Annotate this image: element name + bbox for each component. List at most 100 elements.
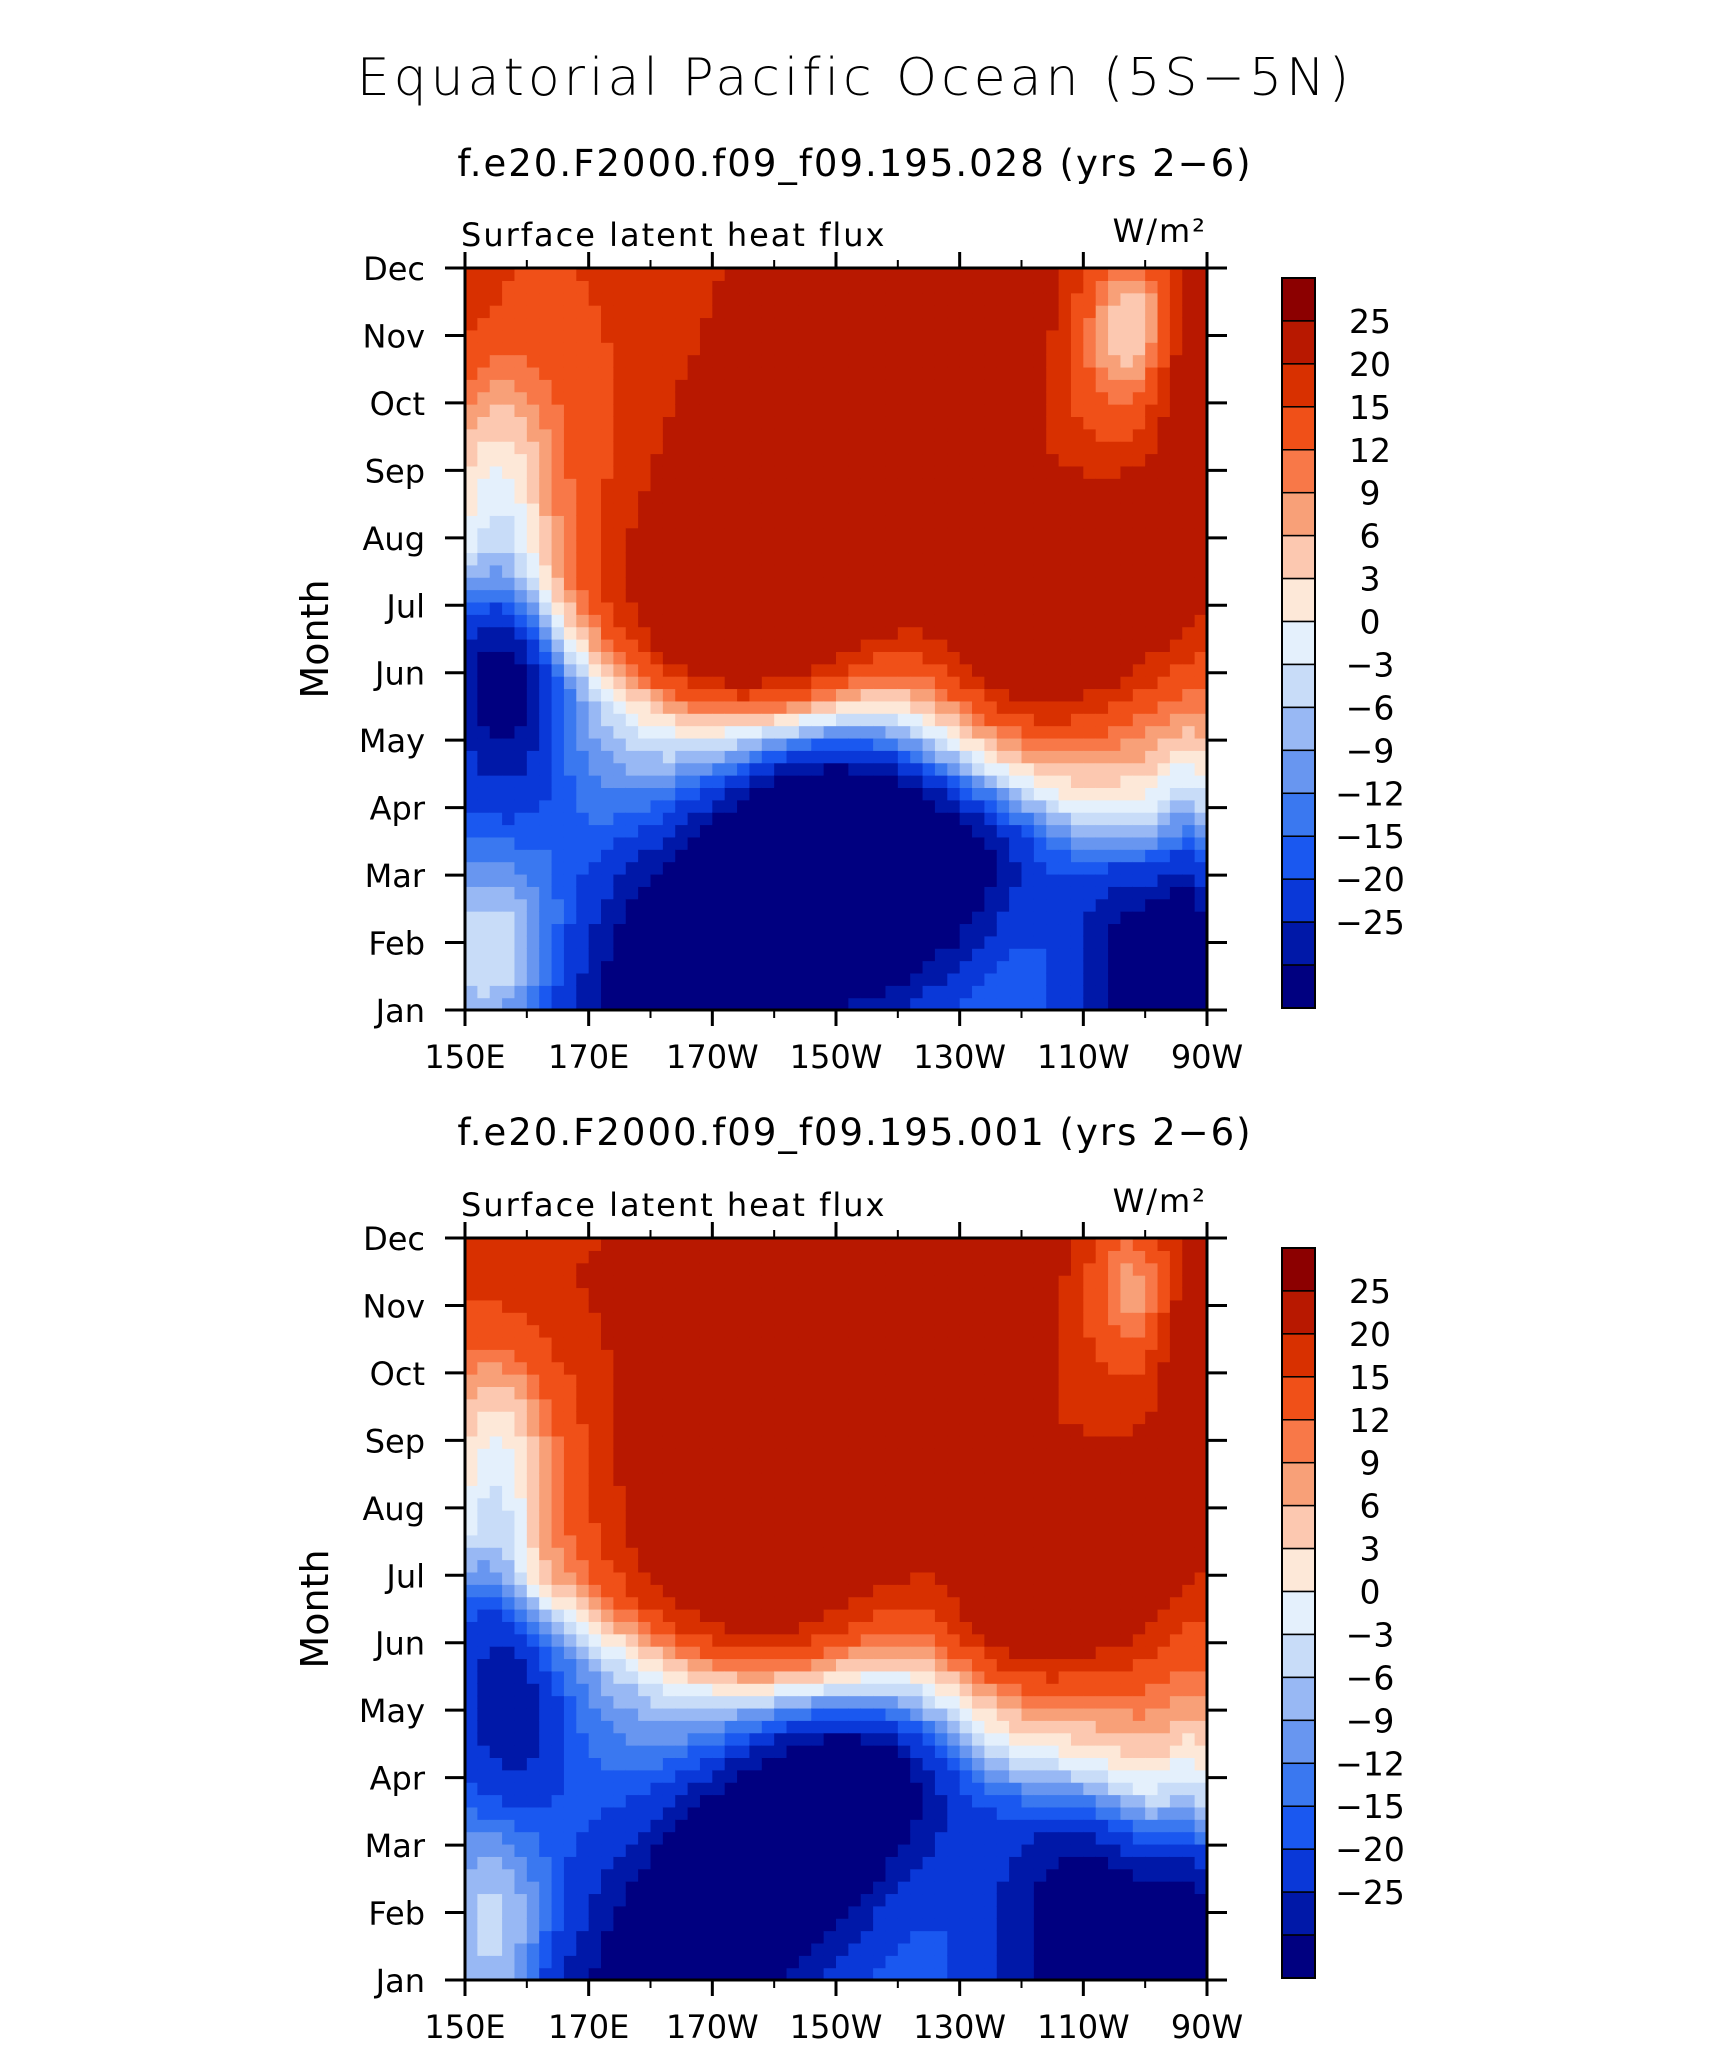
- heatmap-cell: [625, 762, 639, 776]
- heatmap-cell: [563, 1497, 577, 1511]
- heatmap-cell: [625, 1646, 639, 1660]
- heatmap-cell: [539, 651, 553, 665]
- heatmap-cell: [514, 1918, 528, 1932]
- heatmap-cell: [625, 268, 639, 281]
- heatmap-cell: [638, 1769, 652, 1783]
- heatmap-cell: [526, 948, 540, 962]
- heatmap-cell: [638, 849, 652, 863]
- heatmap-cell: [477, 911, 491, 925]
- heatmap-cell: [638, 292, 652, 306]
- heatmap-cell: [662, 589, 676, 603]
- heatmap-cell: [638, 1423, 652, 1437]
- heatmap-cell: [712, 1336, 726, 1350]
- heatmap-cell: [613, 1769, 627, 1783]
- heatmap-cell: [712, 1633, 726, 1647]
- heatmap-cell: [601, 737, 614, 751]
- heatmap-cell: [638, 317, 652, 331]
- heatmap-cell: [601, 1312, 614, 1326]
- heatmap-cell: [650, 404, 664, 417]
- heatmap-cell: [551, 577, 565, 591]
- heatmap-cell: [551, 1238, 565, 1251]
- heatmap-cell: [539, 268, 553, 281]
- heatmap-cell: [502, 614, 516, 628]
- heatmap-cell: [502, 886, 516, 900]
- heatmap-cell: [465, 972, 478, 986]
- heatmap-cell: [539, 465, 553, 479]
- heatmap-cell: [625, 911, 639, 925]
- heatmap-cell: [613, 441, 627, 455]
- heatmap-cell: [699, 1782, 713, 1796]
- heatmap-cell: [526, 1782, 540, 1796]
- heatmap-cell: [526, 354, 540, 368]
- heatmap-cell: [465, 1374, 478, 1387]
- heatmap-cell: [613, 1386, 627, 1400]
- heatmap-cell: [588, 1287, 602, 1301]
- heatmap-cell: [502, 1621, 516, 1635]
- heatmap-cell: [526, 1250, 540, 1264]
- heatmap-cell: [662, 428, 676, 442]
- heatmap-cell: [601, 639, 614, 652]
- heatmap-cell: [712, 1497, 726, 1511]
- heatmap-cell: [662, 1472, 676, 1486]
- heatmap-cell: [477, 1732, 491, 1746]
- heatmap-cell: [576, 1881, 590, 1895]
- heatmap-cell: [687, 1262, 701, 1276]
- heatmap-cell: [563, 1559, 577, 1573]
- heatmap-cell: [477, 1336, 491, 1350]
- heatmap-cell: [675, 1881, 689, 1895]
- heatmap-cell: [588, 873, 602, 887]
- heatmap-cell: [502, 342, 516, 356]
- heatmap-cell: [526, 1955, 540, 1969]
- heatmap-cell: [563, 465, 577, 479]
- heatmap-cell: [687, 1918, 701, 1932]
- heatmap-cell: [576, 911, 590, 925]
- heatmap-cell: [613, 1435, 627, 1449]
- heatmap-cell: [650, 1745, 664, 1758]
- heatmap-cell: [601, 1930, 614, 1944]
- heatmap-cell: [539, 1745, 553, 1758]
- heatmap-cell: [563, 1782, 577, 1796]
- heatmap-cell: [588, 1621, 602, 1635]
- heatmap-cell: [502, 1843, 516, 1857]
- heatmap-cell: [489, 972, 503, 986]
- heatmap-cell: [514, 639, 528, 652]
- heatmap-cell: [465, 1349, 478, 1363]
- heatmap-cell: [477, 1238, 491, 1251]
- heatmap-cell: [687, 1386, 701, 1400]
- heatmap-cell: [465, 1856, 478, 1870]
- heatmap-cell: [662, 1621, 676, 1635]
- heatmap-cell: [526, 1287, 540, 1301]
- heatmap-cell: [465, 1831, 478, 1845]
- heatmap-cell: [563, 1893, 577, 1907]
- heatmap-cell: [502, 1905, 516, 1919]
- heatmap-cell: [489, 1312, 503, 1326]
- heatmap-cell: [712, 1534, 726, 1548]
- heatmap-cell: [526, 1510, 540, 1524]
- heatmap-cell: [551, 688, 565, 702]
- heatmap-cell: [613, 1448, 627, 1462]
- heatmap-cell: [638, 342, 652, 356]
- heatmap-cell: [502, 985, 516, 999]
- heatmap-cell: [465, 886, 478, 900]
- heatmap-cell: [662, 540, 676, 554]
- heatmap-cell: [699, 1905, 713, 1919]
- heatmap-cell: [625, 1460, 639, 1474]
- heatmap-cell: [465, 1609, 478, 1622]
- heatmap-cell: [613, 1893, 627, 1907]
- heatmap-cell: [687, 1806, 701, 1820]
- heatmap-cell: [588, 849, 602, 863]
- heatmap-cell: [712, 1670, 726, 1684]
- heatmap-cell: [625, 1472, 639, 1486]
- heatmap-cell: [477, 540, 491, 554]
- heatmap-cell: [625, 1324, 639, 1338]
- heatmap-cell: [687, 1720, 701, 1734]
- heatmap-cell: [601, 873, 614, 887]
- heatmap-cell: [576, 1745, 590, 1758]
- heatmap-cell: [526, 812, 540, 826]
- heatmap-cell: [477, 478, 491, 492]
- heatmap-cell: [514, 911, 528, 925]
- heatmap-cell: [576, 1942, 590, 1956]
- heatmap-cell: [576, 1782, 590, 1796]
- heatmap-cell: [502, 540, 516, 554]
- heatmap-cell: [477, 812, 491, 826]
